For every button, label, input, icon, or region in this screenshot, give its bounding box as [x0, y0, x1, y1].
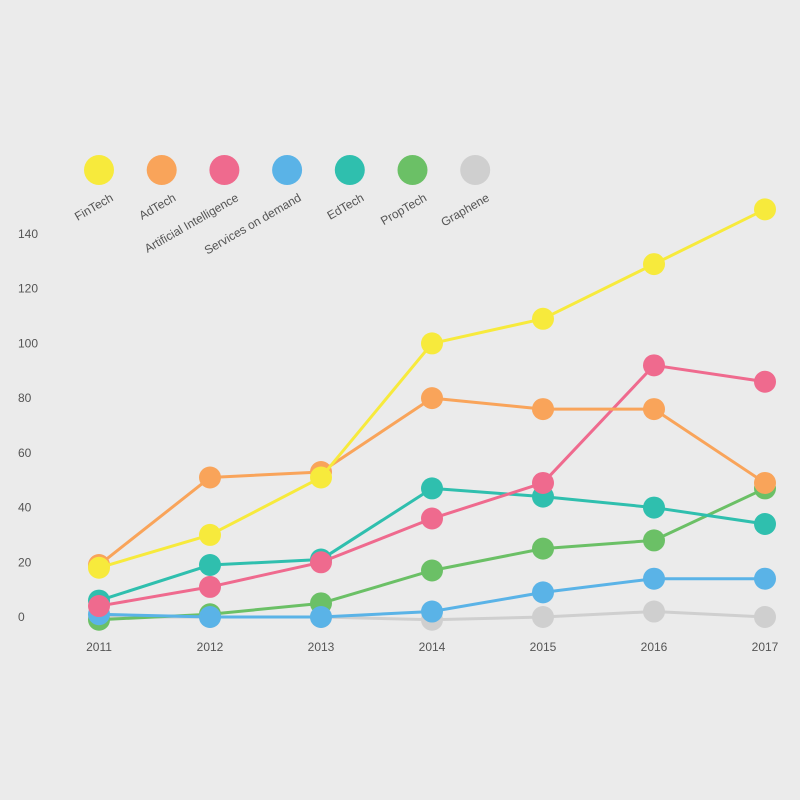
legend-swatch	[334, 155, 365, 185]
data-point	[754, 198, 776, 221]
x-tick-label: 2016	[641, 640, 668, 654]
y-axis: 0 20 40 60 80 100 120 140	[18, 227, 38, 624]
x-tick-label: 2015	[530, 640, 557, 654]
data-point	[532, 398, 554, 421]
legend-swatch	[272, 155, 303, 185]
data-point	[421, 559, 443, 582]
legend-label: Graphene	[438, 190, 492, 229]
legend-swatch	[84, 155, 114, 185]
data-point	[88, 556, 110, 579]
y-tick-label: 40	[18, 501, 32, 515]
data-point	[532, 471, 554, 494]
data-point	[421, 477, 443, 500]
series-layer	[88, 198, 776, 631]
data-point	[310, 606, 332, 628]
y-tick-label: 100	[18, 336, 38, 350]
y-tick-label: 0	[18, 610, 25, 624]
data-point	[754, 512, 776, 535]
x-tick-label: 2011	[86, 640, 112, 654]
data-point	[199, 523, 221, 546]
data-point	[643, 398, 665, 421]
series-line	[97, 486, 767, 603]
x-tick-label: 2017	[752, 640, 779, 654]
x-tick-label: 2013	[308, 640, 335, 654]
data-point	[199, 575, 221, 598]
series-group	[88, 354, 776, 618]
data-point	[643, 600, 665, 623]
y-tick-label: 20	[18, 555, 32, 569]
data-point	[643, 567, 665, 590]
data-point	[532, 307, 554, 330]
data-point	[532, 581, 554, 604]
data-point	[199, 554, 221, 577]
legend-swatch	[460, 155, 491, 185]
y-tick-label: 140	[18, 227, 38, 241]
data-point	[754, 606, 776, 628]
x-tick-label: 2012	[197, 640, 224, 654]
data-point	[643, 253, 665, 276]
legend-label: PropTech	[378, 190, 429, 227]
x-axis: 2011 2012 2013 2014 2015 2016 2017	[86, 640, 779, 654]
data-point	[754, 567, 776, 590]
data-point	[88, 595, 110, 618]
data-point	[421, 332, 443, 355]
data-point	[199, 466, 221, 489]
data-point	[421, 387, 443, 410]
data-point	[421, 600, 443, 623]
x-tick-label: 2014	[419, 640, 446, 654]
legend-label: EdTech	[325, 190, 367, 222]
legend-swatch	[397, 155, 428, 185]
y-tick-label: 120	[18, 282, 38, 296]
legend-swatch	[146, 155, 177, 185]
legend-swatch	[209, 155, 240, 185]
data-point	[643, 496, 665, 519]
data-point	[310, 466, 332, 489]
data-point	[643, 529, 665, 552]
data-point	[310, 551, 332, 574]
data-point	[754, 471, 776, 494]
y-tick-label: 60	[18, 446, 32, 460]
data-point	[754, 370, 776, 393]
data-point	[643, 354, 665, 377]
data-point	[421, 507, 443, 530]
data-point	[199, 606, 221, 628]
data-point	[532, 537, 554, 560]
series-group	[88, 198, 776, 579]
legend-label: AdTech	[137, 190, 179, 222]
y-tick-label: 80	[18, 391, 32, 405]
legend-label: FinTech	[72, 190, 115, 223]
data-point	[532, 606, 554, 628]
